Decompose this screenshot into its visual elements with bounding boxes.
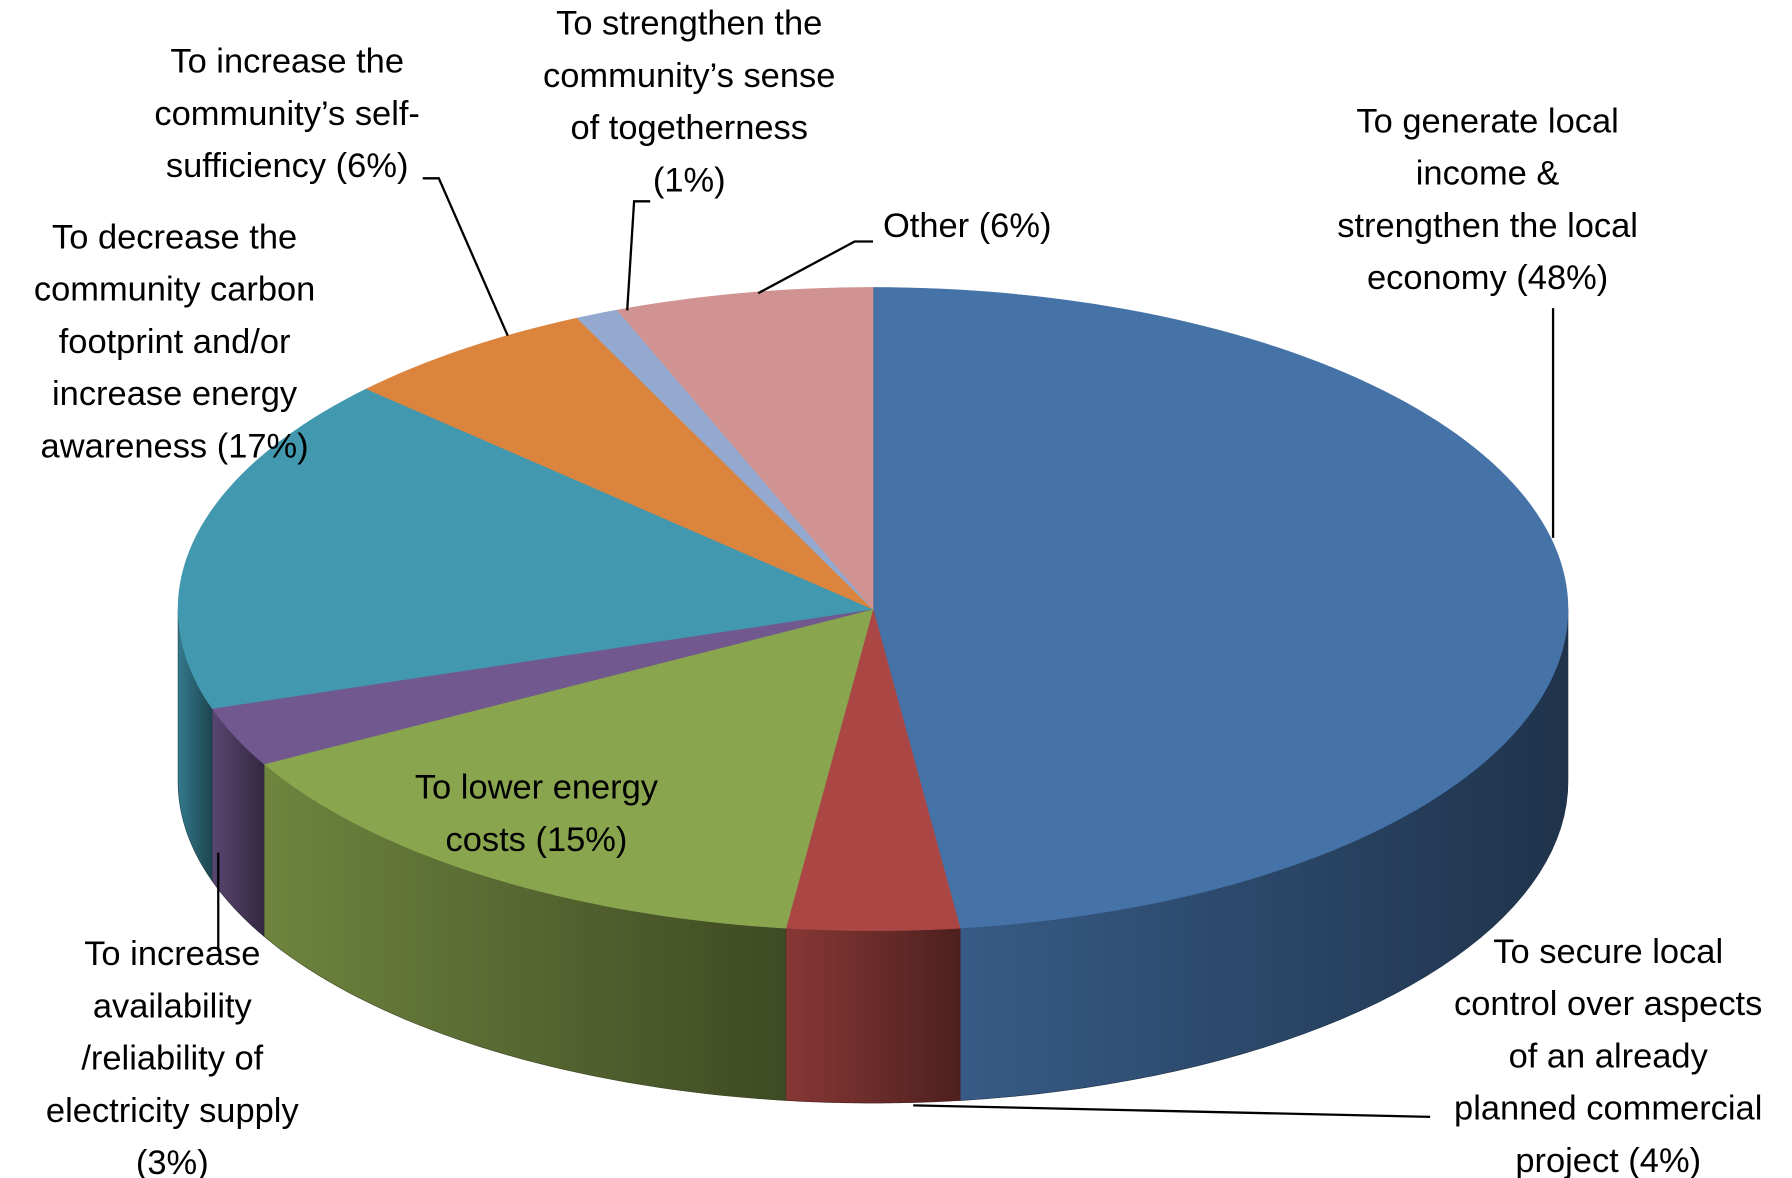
- slice-label: economy (48%): [1367, 259, 1608, 297]
- slice-label: community carbon: [34, 271, 315, 309]
- slice-label: To generate local: [1356, 102, 1618, 140]
- slice-label: To increase: [84, 935, 260, 973]
- slice-label: project (4%): [1515, 1142, 1701, 1178]
- slice-label: /reliability of: [81, 1040, 263, 1078]
- leader-line: [757, 240, 874, 295]
- slice-label: sufficiency (6%): [166, 147, 409, 185]
- slice-label: community’s self-: [154, 95, 419, 133]
- slice-label: of an already: [1509, 1037, 1709, 1075]
- slice-label: To strengthen the: [556, 5, 822, 43]
- leader-line: [626, 200, 651, 311]
- slice: [177, 388, 875, 709]
- slice-label: of togetherness: [570, 109, 808, 147]
- leader-line: [422, 177, 509, 337]
- slice: [211, 608, 874, 765]
- slice-label: planned commercial: [1454, 1090, 1762, 1128]
- slice-label: Other (6%): [883, 207, 1051, 245]
- pie-sides: [177, 609, 1569, 1104]
- slice-label: footprint and/or: [59, 323, 291, 361]
- slice-label: costs (15%): [446, 821, 628, 859]
- slice-label: To decrease the: [52, 218, 297, 256]
- slice-label: availability: [93, 987, 253, 1025]
- slice: [263, 608, 874, 929]
- slice-label: (1%): [653, 161, 726, 199]
- slice-side: [785, 927, 961, 1104]
- slice-label: increase energy: [52, 375, 298, 413]
- slice: [785, 608, 961, 932]
- slice: [365, 317, 874, 610]
- slice-label: (3%): [136, 1144, 209, 1178]
- slice-label: income &: [1416, 155, 1560, 193]
- slice: [872, 287, 1569, 929]
- slice-label: awareness (17%): [41, 427, 309, 465]
- slice-label: strengthen the local: [1337, 207, 1638, 245]
- labels: To generate local income & strengthen the …: [34, 5, 1762, 1178]
- slice-label: To lower energy: [415, 769, 659, 807]
- slice-label: To secure local: [1493, 933, 1723, 971]
- slice-label: To increase the: [170, 43, 404, 81]
- leader-lines: [217, 177, 1555, 1118]
- leader-line: [913, 1104, 1431, 1118]
- slice: [616, 287, 874, 610]
- pie-tops: [177, 287, 1569, 932]
- slice-label: community’s sense: [543, 57, 835, 95]
- slice-label: electricity supply: [46, 1092, 300, 1130]
- slice-label: control over aspects: [1454, 985, 1762, 1023]
